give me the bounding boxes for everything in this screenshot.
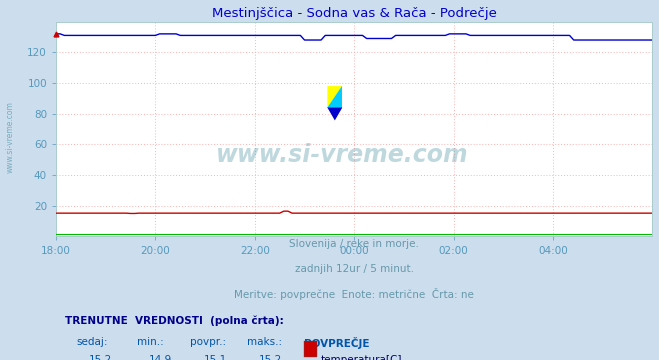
Text: temperatura[C]: temperatura[C] [320, 355, 402, 360]
Bar [304, 341, 316, 357]
Text: 15,2: 15,2 [259, 355, 282, 360]
Text: www.si-vreme.com: www.si-vreme.com [216, 143, 469, 167]
Text: POVPREČJE: POVPREČJE [304, 337, 369, 348]
Text: maks.:: maks.: [247, 337, 282, 347]
Text: 15,2: 15,2 [89, 355, 113, 360]
Text: www.si-vreme.com: www.si-vreme.com [5, 101, 14, 173]
Text: min.:: min.: [136, 337, 163, 347]
Text: 15,1: 15,1 [204, 355, 227, 360]
Text: Slovenija / reke in morje.: Slovenija / reke in morje. [289, 239, 419, 249]
Polygon shape [328, 86, 342, 108]
Text: povpr.:: povpr.: [190, 337, 226, 347]
Text: 14,9: 14,9 [149, 355, 172, 360]
Text: TRENUTNE  VREDNOSTI  (polna črta):: TRENUTNE VREDNOSTI (polna črta): [65, 315, 284, 326]
Polygon shape [328, 86, 342, 108]
Title: Mestinjščica - Sodna vas & Rača - Podrečje: Mestinjščica - Sodna vas & Rača - Podreč… [212, 8, 497, 21]
Text: Meritve: povprečne  Enote: metrične  Črta: ne: Meritve: povprečne Enote: metrične Črta:… [235, 288, 474, 300]
Text: zadnjih 12ur / 5 minut.: zadnjih 12ur / 5 minut. [295, 264, 414, 274]
Polygon shape [328, 108, 342, 121]
Text: sedaj:: sedaj: [77, 337, 108, 347]
